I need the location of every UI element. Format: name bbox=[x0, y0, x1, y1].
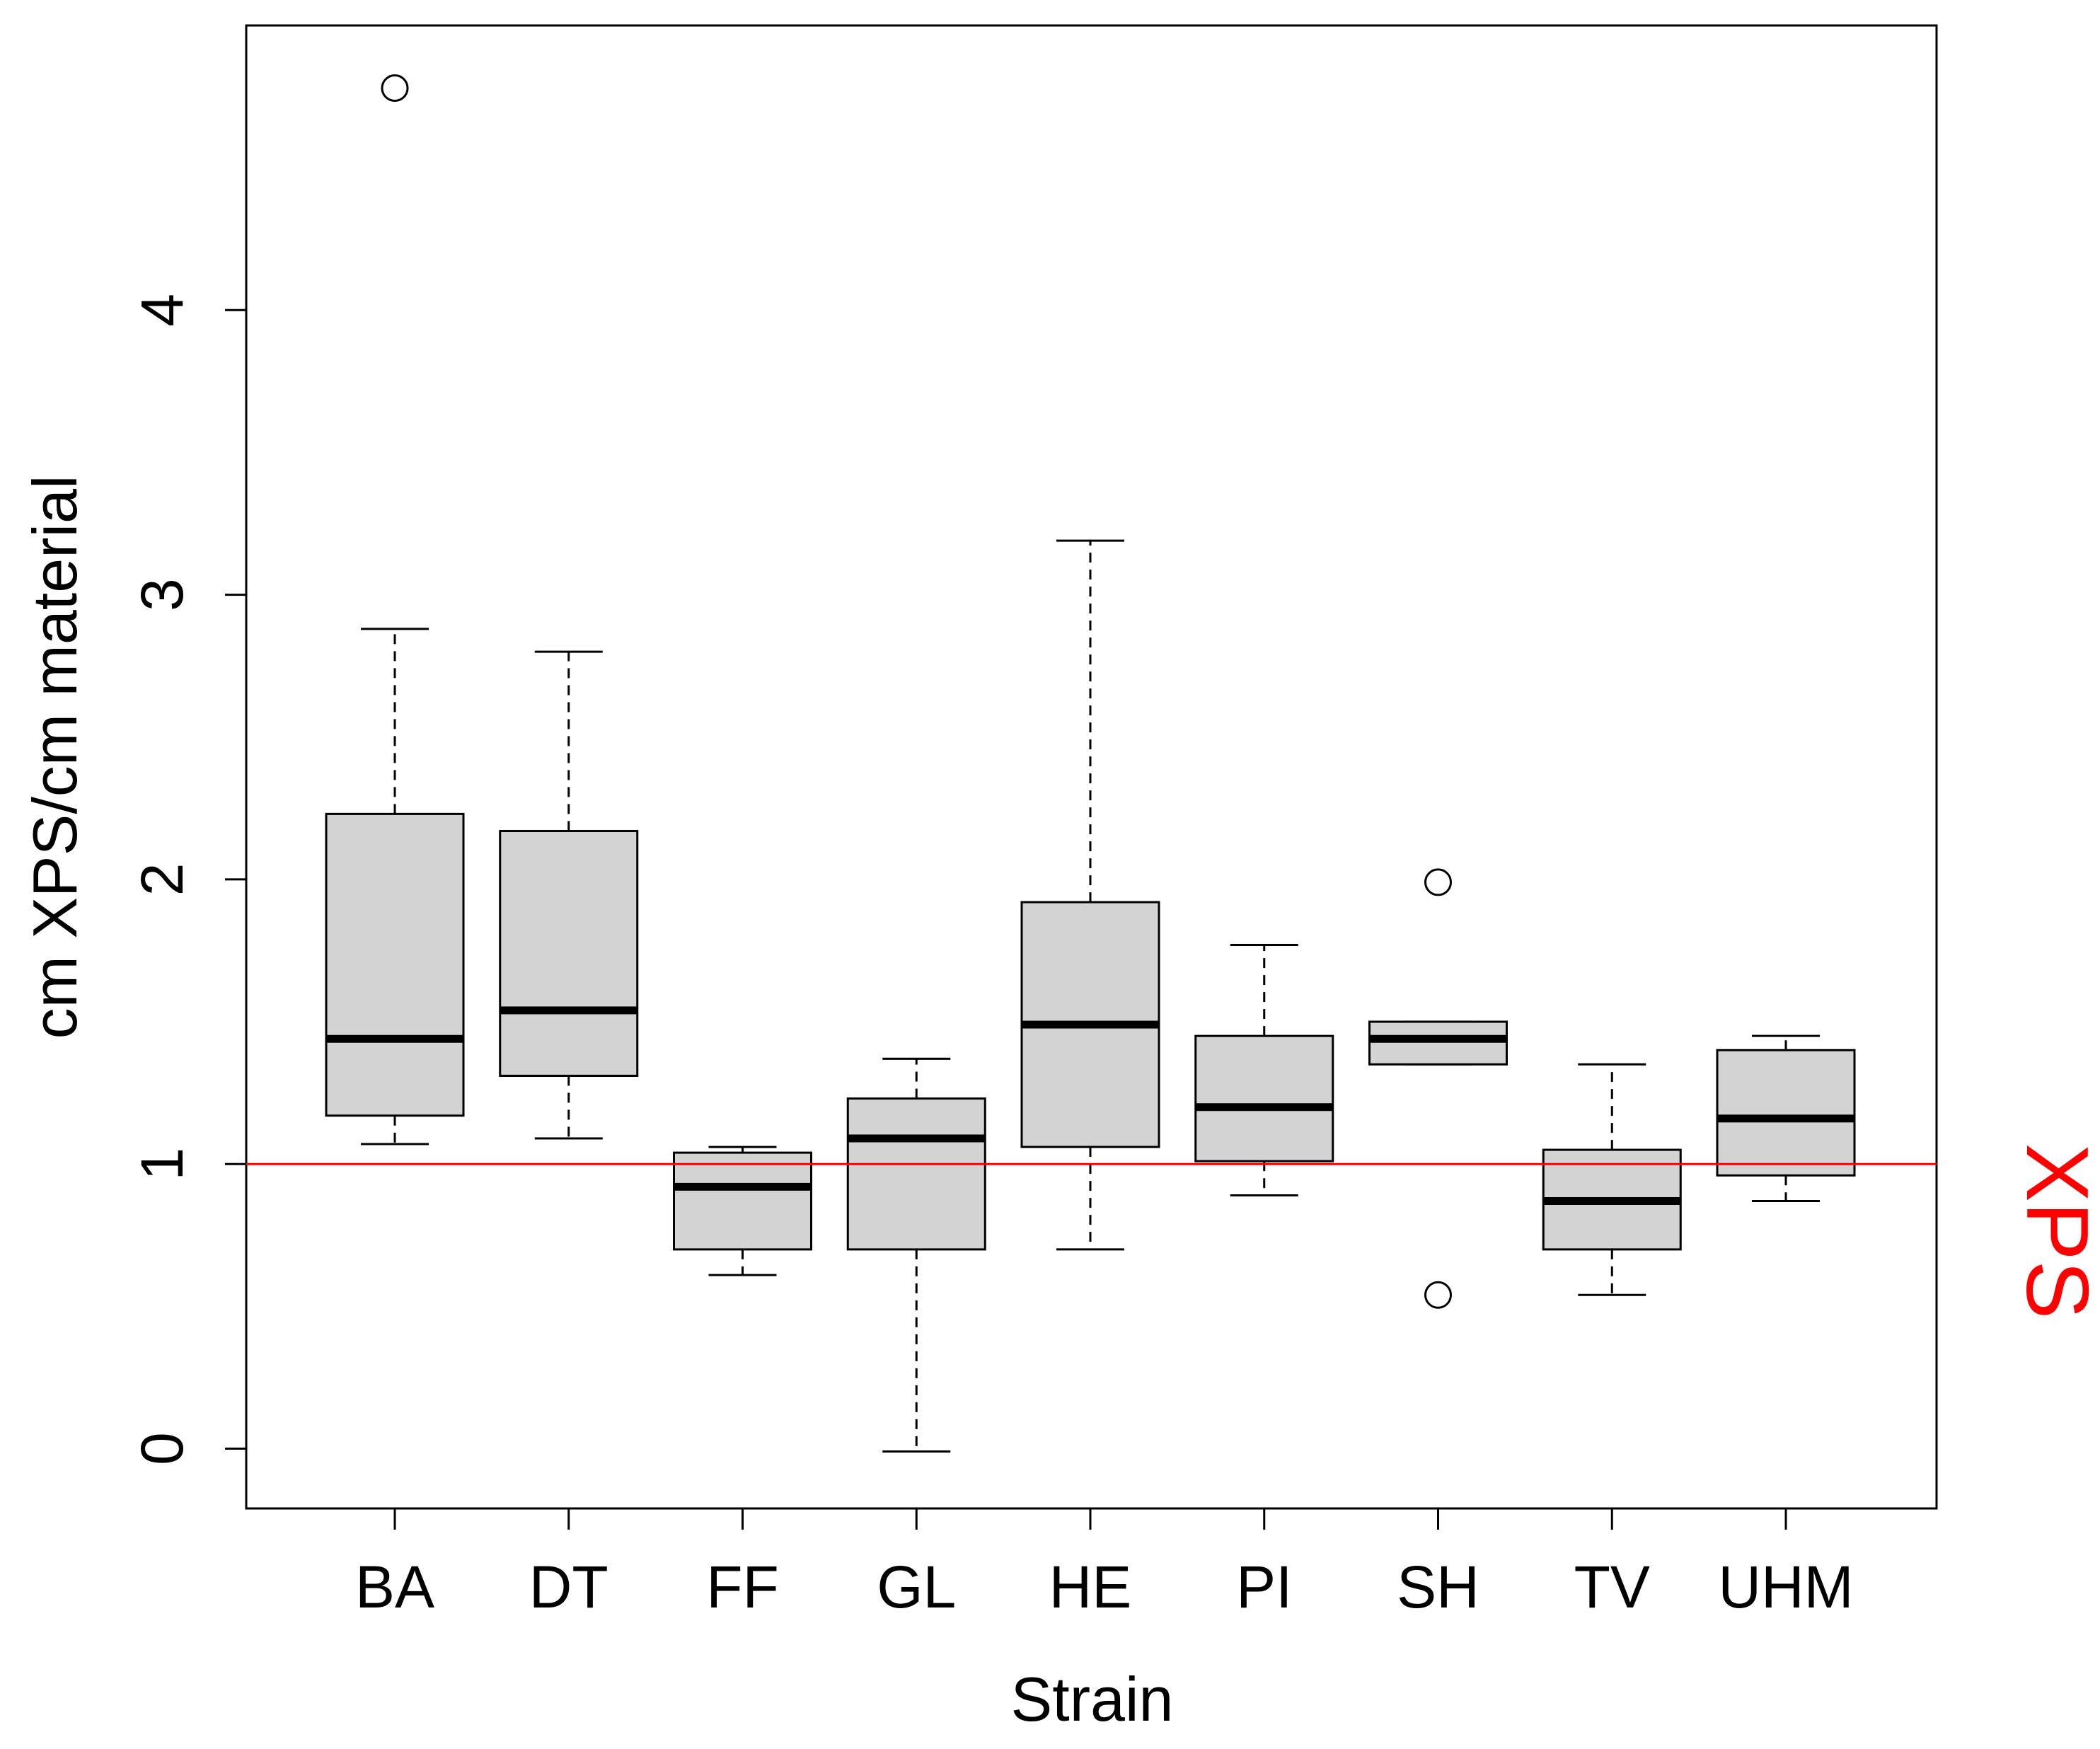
iqr-box bbox=[1368, 1020, 1508, 1066]
outlier-point bbox=[1424, 1281, 1452, 1309]
x-tick-label: TV bbox=[1574, 1554, 1650, 1620]
box-series bbox=[325, 74, 1856, 1453]
x-tick-label: FF bbox=[706, 1554, 779, 1620]
box-he bbox=[1020, 539, 1160, 1251]
x-axis: BA DT FF GL HE PI SH TV UHM bbox=[355, 1508, 1854, 1620]
box-sh bbox=[1368, 868, 1508, 1309]
y-tick-label: 2 bbox=[129, 863, 195, 896]
y-tick-label: 3 bbox=[129, 578, 195, 611]
iqr-box bbox=[1194, 1034, 1334, 1162]
iqr-box bbox=[673, 1151, 812, 1251]
x-tick-label: HE bbox=[1049, 1554, 1132, 1620]
iqr-box bbox=[325, 812, 465, 1117]
x-tick-label: BA bbox=[355, 1554, 434, 1620]
box-gl bbox=[846, 1057, 986, 1453]
y-tick-label: 0 bbox=[129, 1432, 195, 1465]
x-tick-label: SH bbox=[1397, 1554, 1479, 1620]
iqr-box bbox=[1716, 1049, 1856, 1177]
x-tick-label: UHM bbox=[1718, 1554, 1853, 1620]
box-dt bbox=[499, 650, 639, 1140]
iqr-box bbox=[846, 1097, 986, 1251]
x-tick-label: GL bbox=[877, 1554, 956, 1620]
y-axis: 0 1 2 3 4 bbox=[129, 294, 246, 1465]
box-ba bbox=[325, 74, 465, 1145]
box-tv bbox=[1542, 1063, 1682, 1296]
x-axis-label: Strain bbox=[1011, 1664, 1174, 1734]
x-tick-label: PI bbox=[1236, 1554, 1292, 1620]
box-pi bbox=[1194, 943, 1334, 1196]
y-tick-label: 1 bbox=[129, 1148, 195, 1181]
y-tick-label: 4 bbox=[129, 294, 195, 327]
y-axis-label: cm XPS/cm material bbox=[20, 475, 90, 1039]
reference-line-label: XPS bbox=[2008, 1143, 2100, 1319]
outlier-point bbox=[1424, 868, 1452, 896]
box-ff bbox=[673, 1145, 812, 1276]
box-uhm bbox=[1716, 1034, 1856, 1203]
outlier-point bbox=[381, 74, 409, 103]
x-tick-label: DT bbox=[529, 1554, 608, 1620]
iqr-box bbox=[499, 830, 639, 1077]
